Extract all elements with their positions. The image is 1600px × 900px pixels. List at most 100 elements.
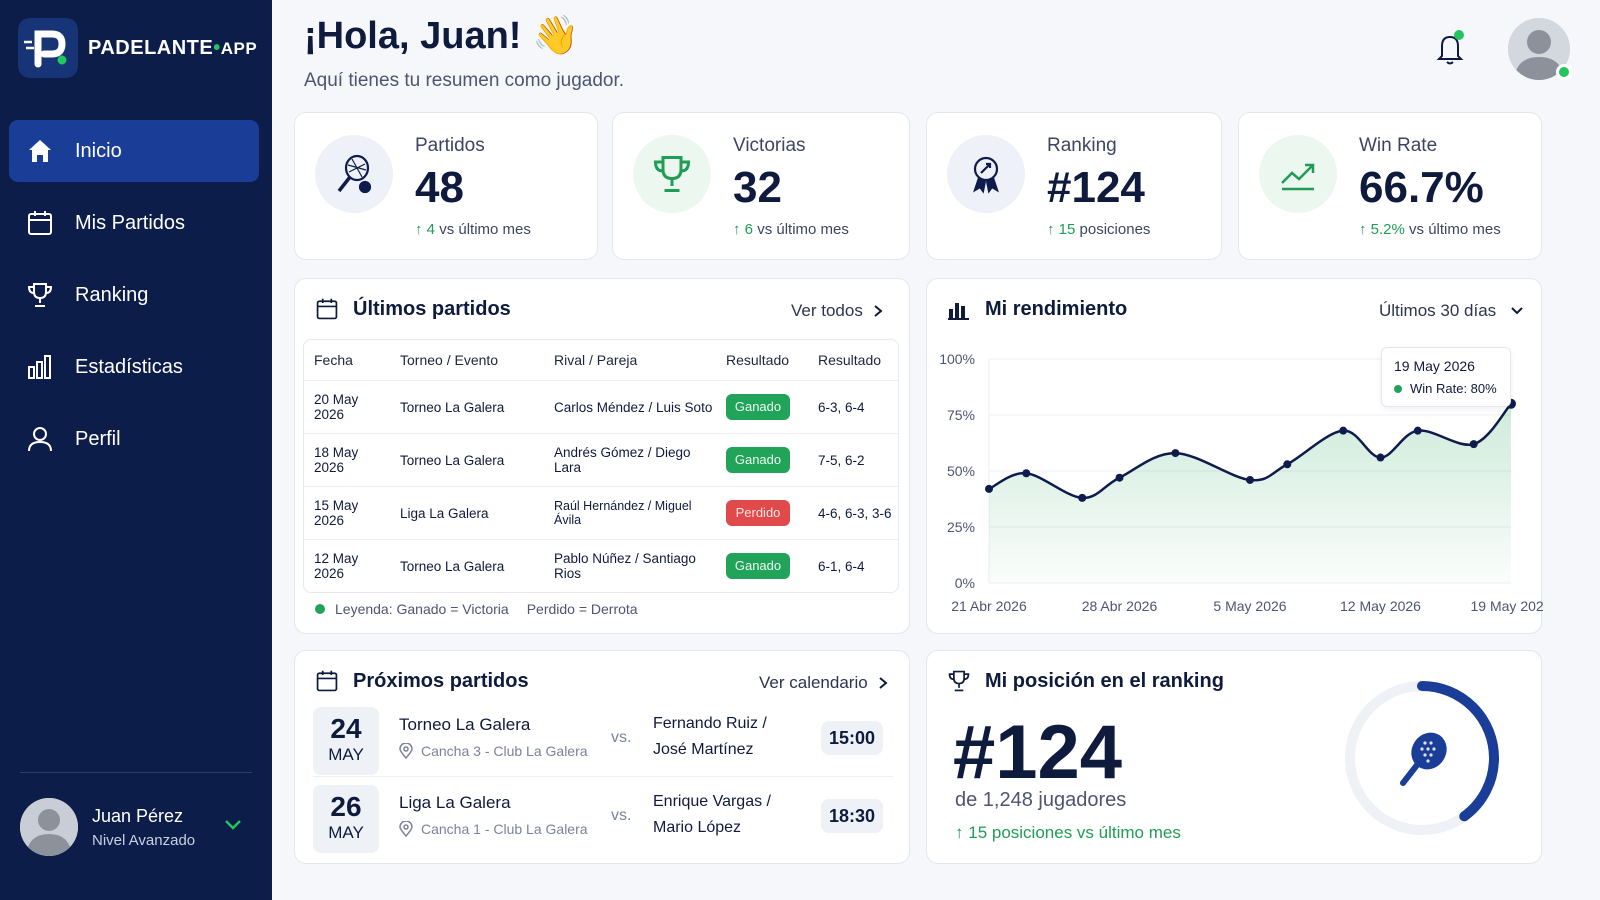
table-row[interactable]: 15 May 2026 Liga La Galera Raúl Hernánde…	[304, 486, 898, 539]
bar-chart-icon	[25, 352, 55, 382]
data-point	[1171, 449, 1180, 458]
tooltip-date: 19 May 2026	[1394, 358, 1475, 374]
bar-chart-icon	[948, 303, 969, 320]
sidebar-item-label: Mis Partidos	[75, 211, 186, 234]
column-header: Fecha	[314, 352, 353, 368]
padel-racket-icon	[1400, 732, 1447, 786]
y-tick-label: 75%	[947, 407, 975, 423]
table-row[interactable]: 20 May 2026 Torneo La Galera Carlos Ménd…	[304, 380, 898, 433]
stat-label: Win Rate	[1359, 135, 1438, 156]
sidebar-item-label: Ranking	[75, 283, 149, 306]
logo-badge-icon	[18, 18, 78, 78]
vs-label: vs.	[611, 729, 632, 746]
stat-card-ranking: Ranking #124 ↑ 15 posiciones	[926, 112, 1222, 260]
arrow-up-icon: ↑	[955, 823, 964, 842]
sidebar: PADELANTE•APP Inicio Mis Partidos Rankin…	[0, 0, 272, 900]
x-tick-label: 19 May 2026	[1471, 598, 1543, 614]
match-event: Liga La Galera	[400, 505, 489, 521]
ranking-delta: ↑ 15 posiciones vs último mes	[955, 823, 1181, 842]
match-date: 18 May 2026	[314, 445, 359, 475]
trophy-icon	[25, 280, 55, 310]
stat-value: 32	[733, 163, 782, 212]
stat-delta: ↑ 15 posiciones	[1047, 221, 1151, 238]
online-status-dot	[1556, 64, 1572, 80]
upcoming-match-item[interactable]: 24 MAY Torneo La Galera Cancha 3 - Club …	[313, 707, 893, 777]
brand-logo[interactable]: PADELANTE•APP	[18, 18, 257, 78]
arrow-up-icon: ↑	[1359, 221, 1367, 238]
match-day: 24	[330, 713, 362, 744]
calendar-icon	[25, 208, 55, 238]
stat-label: Partidos	[415, 135, 485, 156]
sidebar-item-inicio[interactable]: Inicio	[9, 120, 259, 182]
performance-card: Mi rendimiento Últimos 30 días 0% 25% 50% 7…	[926, 278, 1543, 634]
sidebar-item-ranking[interactable]: Ranking	[9, 264, 259, 326]
match-venue: Cancha 3 - Club La Galera	[421, 743, 588, 759]
match-opponents: Enrique Vargas / Mario López	[653, 793, 771, 836]
calendar-icon	[316, 298, 338, 320]
match-score: 4-6, 6-3, 3-6	[818, 505, 892, 521]
status-badge: Perdido	[726, 500, 790, 526]
home-icon	[25, 136, 55, 166]
arrow-up-icon: ↑	[415, 221, 423, 238]
x-tick-label: 12 May 2026	[1340, 598, 1421, 614]
sidebar-divider	[20, 772, 252, 773]
match-event: Torneo La Galera	[400, 558, 505, 574]
trophy-icon	[633, 135, 711, 213]
match-event: Torneo La Galera	[399, 715, 531, 734]
stat-delta: ↑ 4 vs último mes	[415, 221, 531, 238]
match-day: 26	[330, 791, 362, 822]
data-point	[1376, 453, 1385, 462]
match-score: 7-5, 6-2	[818, 452, 865, 468]
brand-name: PADELANTE•APP	[88, 36, 258, 59]
data-point	[1078, 493, 1087, 502]
data-point	[1413, 426, 1422, 435]
y-tick-label: 25%	[947, 519, 975, 535]
table-row[interactable]: 18 May 2026 Torneo La Galera Andrés Góme…	[304, 433, 898, 486]
ranking-position-title: Mi posición en el ranking	[947, 669, 1224, 693]
match-date-box: 26 MAY	[313, 785, 379, 853]
sidebar-item-label: Estadísticas	[75, 355, 183, 378]
bell-icon[interactable]	[1432, 28, 1468, 73]
column-header: Rival / Pareja	[554, 352, 638, 368]
match-date: 12 May 2026	[314, 551, 359, 581]
match-event: Torneo La Galera	[400, 399, 505, 415]
data-point	[1469, 440, 1478, 449]
recent-matches-card: Últimos partidos Ver todos Fecha Torneo …	[294, 278, 910, 634]
period-select[interactable]: Últimos 30 días	[1379, 301, 1524, 321]
ranking-position-card: Mi posición en el ranking #124 de 1,248 …	[926, 650, 1542, 864]
x-tick-label: 5 May 2026	[1213, 598, 1286, 614]
x-tick-label: 21 Abr 2026	[951, 598, 1027, 614]
match-event: Torneo La Galera	[400, 452, 505, 468]
table-legend: Leyenda: Ganado = Victoria Perdido = Der…	[315, 601, 638, 617]
chevron-down-icon[interactable]	[224, 818, 242, 836]
user-name: Juan Pérez	[92, 805, 184, 826]
sidebar-item-estadisticas[interactable]: Estadísticas	[9, 336, 259, 398]
table-row[interactable]: 12 May 2026 Torneo La Galera Pablo Núñez…	[304, 539, 898, 592]
ranking-number: #124	[953, 710, 1123, 795]
trophy-icon	[948, 670, 970, 692]
match-month: MAY	[328, 745, 364, 764]
user-profile-menu[interactable]: Juan Pérez Nivel Avanzado	[20, 798, 252, 856]
status-badge: Ganado	[726, 553, 790, 579]
upcoming-match-item[interactable]: 26 MAY Liga La Galera Cancha 1 - Club La…	[313, 785, 893, 855]
tooltip-dot	[1394, 384, 1402, 393]
data-point	[1283, 460, 1292, 469]
stat-delta: ↑ 6 vs último mes	[733, 221, 849, 238]
view-calendar-link[interactable]: Ver calendario	[759, 673, 888, 693]
match-score: 6-1, 6-4	[818, 558, 865, 574]
page-subtitle: Aquí tienes tu resumen como jugador.	[304, 70, 625, 91]
stat-value: 48	[415, 163, 464, 212]
view-all-link[interactable]: Ver todos	[791, 301, 883, 321]
match-rival: Raúl Hernández / Miguel Ávila	[554, 499, 692, 527]
match-venue: Cancha 1 - Club La Galera	[421, 821, 588, 837]
legend-win: Leyenda: Ganado = Victoria	[335, 601, 509, 617]
y-tick-label: 100%	[939, 351, 975, 367]
sidebar-item-perfil[interactable]: Perfil	[9, 408, 259, 470]
user-level: Nivel Avanzado	[92, 831, 196, 849]
trend-up-icon	[1259, 135, 1337, 213]
legend-dot	[315, 604, 325, 614]
stat-card-victorias: Victorias 32 ↑ 6 vs último mes	[612, 112, 910, 260]
sidebar-item-mis-partidos[interactable]: Mis Partidos	[9, 192, 259, 254]
stat-label: Ranking	[1047, 135, 1117, 156]
stat-card-partidos: Partidos 48 ↑ 4 vs último mes	[294, 112, 598, 260]
